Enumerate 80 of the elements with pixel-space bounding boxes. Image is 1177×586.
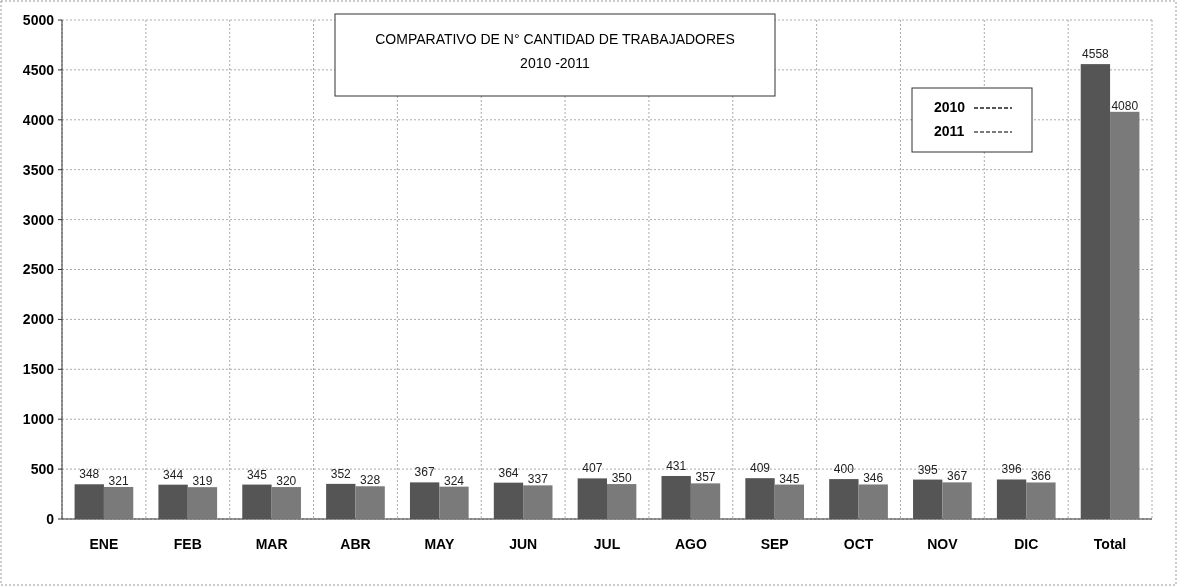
data-label: 346 — [863, 471, 884, 486]
data-label: 337 — [527, 472, 549, 487]
data-label: 352 — [330, 466, 352, 481]
bar — [355, 486, 385, 519]
x-tick-label: DIC — [1014, 536, 1039, 552]
bar — [690, 483, 721, 519]
legend-label: 2010 — [934, 99, 966, 115]
x-tick-label: SEP — [760, 536, 789, 552]
bar — [996, 479, 1027, 519]
data-label: 407 — [582, 461, 603, 476]
bar — [271, 487, 301, 519]
bar — [439, 486, 469, 519]
data-label: 350 — [611, 471, 633, 486]
y-tick-label: 1500 — [22, 361, 55, 378]
bar — [745, 478, 775, 519]
x-tick-label: MAY — [424, 536, 455, 552]
bar — [409, 482, 440, 519]
y-tick-label: 0 — [46, 510, 55, 527]
text: 2010 -2011 — [520, 55, 591, 71]
data-label: 321 — [108, 473, 129, 488]
y-tick-label: 4000 — [22, 111, 55, 128]
bar — [103, 486, 134, 519]
data-label: 324 — [443, 473, 465, 488]
data-label: 4080 — [1111, 98, 1139, 113]
x-tick-label: MAR — [255, 536, 288, 552]
bar — [1080, 64, 1111, 519]
data-label: 357 — [695, 470, 716, 485]
y-tick-label: 4500 — [22, 61, 55, 78]
y-tick-label: 500 — [30, 461, 55, 477]
data-label: 366 — [1030, 469, 1052, 484]
x-tick-label: FEB — [173, 536, 202, 552]
bar — [326, 483, 356, 519]
x-tick-label: JUN — [509, 536, 538, 552]
data-label: 400 — [833, 462, 855, 477]
legend-label: 2011 — [934, 123, 965, 139]
bar — [1110, 111, 1140, 519]
bar — [858, 484, 888, 519]
data-label: 395 — [917, 462, 939, 477]
y-tick-label: 2500 — [22, 261, 55, 278]
text: COMPARATIVO DE N° CANTIDAD DE TRABAJADORES — [375, 31, 735, 47]
data-label: 367 — [947, 469, 968, 484]
x-tick-label: OCT — [843, 536, 874, 552]
bar — [913, 479, 943, 519]
data-label: 4558 — [1082, 47, 1110, 62]
data-label: 328 — [360, 473, 381, 488]
bar — [829, 479, 859, 519]
y-tick-label: 2000 — [22, 311, 55, 328]
data-label: 344 — [163, 467, 184, 482]
data-label: 364 — [498, 465, 519, 480]
bar — [523, 485, 553, 519]
data-label: 367 — [414, 465, 435, 480]
data-label: 345 — [246, 467, 268, 482]
bar — [242, 484, 272, 519]
bar — [74, 484, 104, 519]
bar — [607, 484, 637, 519]
x-tick-label: Total — [1093, 536, 1127, 552]
bar — [1026, 482, 1056, 519]
y-tick-label: 5000 — [22, 11, 55, 28]
x-tick-label: AGO — [674, 536, 707, 552]
x-tick-label: NOV — [927, 536, 959, 552]
y-tick-label: 3000 — [22, 211, 55, 228]
y-tick-label: 3500 — [22, 161, 55, 178]
x-tick-label: ENE — [89, 536, 119, 552]
bar — [942, 482, 972, 519]
bar — [158, 484, 188, 519]
data-label: 319 — [192, 474, 213, 489]
data-label: 345 — [779, 471, 800, 486]
data-label: 409 — [750, 461, 771, 476]
bar — [577, 478, 607, 519]
bar — [493, 482, 524, 519]
y-tick-label: 1000 — [22, 411, 55, 428]
bar — [661, 475, 691, 519]
x-tick-label: ABR — [340, 536, 371, 552]
data-label: 431 — [666, 458, 687, 473]
data-label: 320 — [276, 474, 297, 489]
bar — [187, 487, 218, 519]
bar — [774, 484, 805, 519]
x-tick-label: JUL — [593, 536, 621, 552]
data-label: 396 — [1001, 462, 1022, 477]
data-label: 348 — [79, 467, 100, 482]
